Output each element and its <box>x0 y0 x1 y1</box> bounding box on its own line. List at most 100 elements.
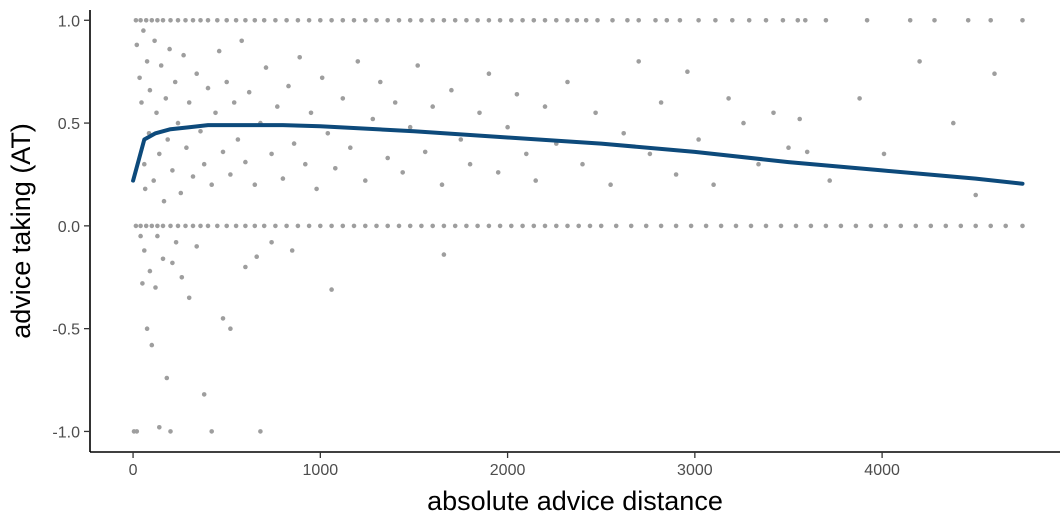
data-point <box>243 18 248 23</box>
data-point <box>554 18 559 23</box>
data-point <box>306 18 312 23</box>
data-point <box>853 223 859 229</box>
data-point <box>531 223 537 229</box>
data-point <box>673 172 679 177</box>
data-point <box>827 178 832 183</box>
data-point <box>407 223 413 229</box>
data-point <box>138 223 143 229</box>
data-point <box>228 326 233 332</box>
data-point <box>565 79 570 85</box>
data-point <box>198 223 203 229</box>
data-point <box>198 129 203 134</box>
data-point <box>186 295 192 301</box>
data-point <box>932 18 937 23</box>
data-point <box>392 100 398 105</box>
data-point <box>688 223 694 229</box>
y-tick-label: 1.0 <box>58 13 80 30</box>
data-point <box>385 18 391 23</box>
data-point <box>329 223 334 229</box>
data-point <box>133 223 139 229</box>
data-point <box>973 192 978 198</box>
data-point <box>155 233 160 239</box>
data-point <box>284 223 289 229</box>
data-point <box>741 120 746 126</box>
data-point <box>505 124 510 130</box>
data-point <box>565 223 570 229</box>
data-point <box>239 38 244 44</box>
data-point <box>763 223 769 229</box>
data-point <box>269 151 274 157</box>
data-point <box>951 120 956 126</box>
data-point <box>598 223 604 229</box>
data-point <box>486 71 492 76</box>
y-tick-label: -1.0 <box>52 424 80 441</box>
data-point <box>713 18 718 23</box>
data-point <box>153 285 158 290</box>
data-point <box>295 18 301 23</box>
data-point <box>497 18 503 23</box>
data-point <box>340 223 346 229</box>
data-point <box>164 375 170 381</box>
data-point <box>958 223 964 229</box>
data-point <box>295 223 301 229</box>
data-point <box>685 69 690 74</box>
data-point <box>152 38 157 44</box>
data-point <box>973 223 978 229</box>
data-point <box>329 287 334 292</box>
data-point <box>430 223 436 229</box>
data-point <box>647 151 653 157</box>
data-point <box>160 18 166 23</box>
axes-layer <box>89 10 1060 453</box>
data-point <box>319 75 325 81</box>
data-point <box>194 244 199 249</box>
data-point <box>318 223 323 229</box>
data-point <box>554 223 559 229</box>
data-point <box>898 223 904 229</box>
x-tick-label: 0 <box>129 462 138 479</box>
data-point <box>181 52 186 58</box>
data-point <box>329 18 334 23</box>
data-point <box>587 223 593 229</box>
data-point <box>308 110 314 116</box>
data-point <box>134 429 140 434</box>
data-point <box>430 18 436 23</box>
data-point <box>224 223 229 229</box>
x-tick-label: 2000 <box>490 462 526 479</box>
data-point <box>205 18 211 23</box>
data-point <box>134 42 140 48</box>
data-point <box>228 172 233 177</box>
data-point <box>907 18 913 23</box>
data-point <box>348 145 353 150</box>
data-point <box>254 254 259 259</box>
ticks-layer: 0 1000 2000 3000 4000 1.0 0.5 0.0 -0.5 -1.0 <box>52 13 900 479</box>
data-point <box>286 83 291 89</box>
data-point <box>183 223 188 229</box>
data-point <box>823 18 829 23</box>
data-point <box>988 18 993 23</box>
data-point <box>928 223 934 229</box>
data-point <box>778 223 784 229</box>
data-point <box>497 223 503 229</box>
data-point <box>726 96 731 101</box>
data-point <box>565 18 570 23</box>
data-point <box>213 110 218 116</box>
data-point <box>161 198 167 204</box>
data-point <box>138 18 143 23</box>
data-point <box>291 141 297 146</box>
data-point <box>142 161 147 167</box>
data-point <box>280 176 286 181</box>
data-point <box>183 18 188 23</box>
data-point <box>190 174 196 179</box>
data-point <box>167 46 172 52</box>
data-point <box>144 59 150 64</box>
data-point <box>992 71 997 76</box>
data-point <box>613 223 619 229</box>
data-point <box>168 18 173 23</box>
data-point <box>396 223 402 229</box>
data-point <box>542 18 548 23</box>
data-point <box>175 223 181 229</box>
data-point <box>168 429 173 434</box>
data-point <box>340 18 346 23</box>
data-point <box>643 223 649 229</box>
data-point <box>370 116 376 122</box>
